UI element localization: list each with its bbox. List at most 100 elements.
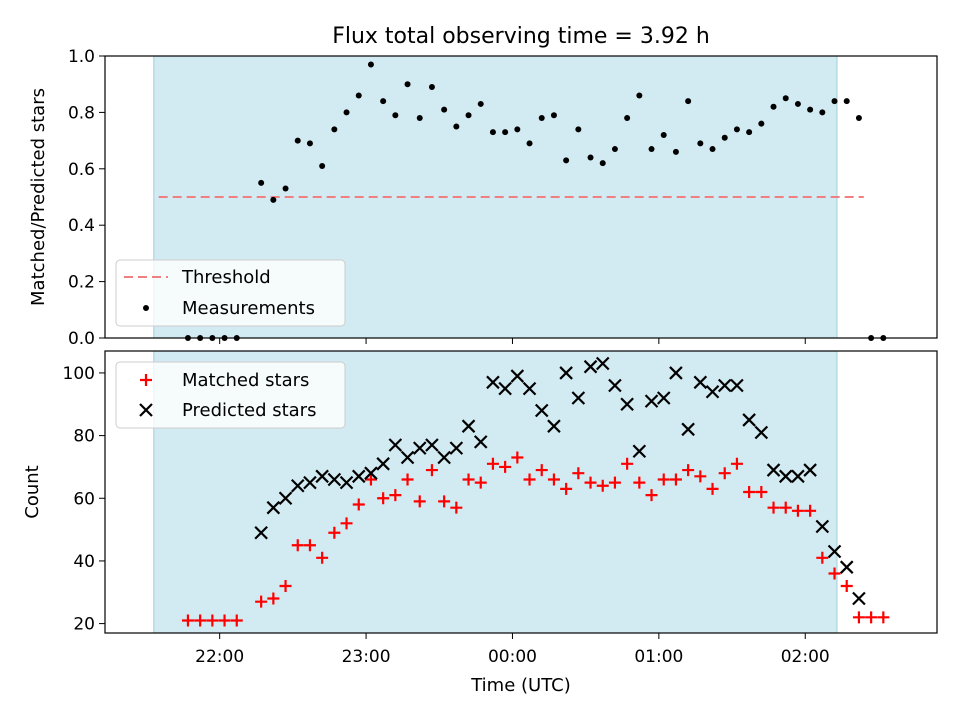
measurement-point	[538, 115, 545, 122]
measurement-point	[831, 98, 838, 105]
measurement-point	[428, 84, 435, 91]
matched-star-point	[767, 501, 780, 514]
matched-star-point	[633, 476, 646, 489]
measurement-point	[477, 100, 484, 107]
x-tick-label: 22:00	[195, 647, 244, 667]
matched-star-point	[572, 467, 585, 480]
x-tick-label: 00:00	[488, 647, 537, 667]
predicted-star-point	[559, 366, 573, 380]
y-axis-label: Count	[22, 465, 43, 518]
matched-star-point	[279, 580, 292, 592]
matched-star-point	[425, 464, 438, 477]
measurement-point	[697, 140, 704, 147]
matched-star-point	[328, 526, 341, 539]
matched-star-point	[499, 460, 512, 473]
matched-star-point	[474, 476, 487, 489]
predicted-star-point	[778, 469, 793, 484]
predicted-star-point	[839, 560, 854, 574]
legend-predicted-swatch	[139, 403, 153, 417]
y-tick-label: 1.0	[68, 47, 95, 67]
axes-frame	[104, 350, 938, 634]
matched-star-point	[584, 476, 597, 489]
y-tick-label: 100	[63, 364, 95, 384]
measurement-point	[733, 126, 740, 133]
matched-star-point	[645, 489, 658, 502]
matched-star-point	[608, 476, 621, 489]
measurement-point	[721, 134, 728, 141]
predicted-star-point	[742, 413, 756, 427]
measurement-point	[819, 109, 826, 116]
measurement-point	[709, 146, 716, 153]
predicted-star-point	[290, 478, 305, 493]
x-tick-label: 23:00	[342, 647, 391, 667]
axes-frame	[104, 55, 938, 339]
predicted-star-point	[412, 441, 427, 455]
measurement-point	[611, 146, 618, 153]
measurement-point	[648, 146, 655, 153]
predicted-star-point	[486, 375, 500, 390]
predicted-star-point	[766, 463, 781, 477]
y-axis-label: Matched/Predicted stars	[28, 88, 49, 306]
measurement-point	[624, 115, 631, 122]
predicted-star-point	[425, 438, 439, 452]
y-tick-label: 0.6	[68, 160, 95, 180]
measurement-point	[319, 162, 326, 169]
measurement-point	[258, 179, 265, 186]
predicted-star-point	[803, 463, 817, 477]
predicted-star-point	[644, 394, 659, 408]
predicted-star-point	[534, 403, 549, 418]
predicted-star-point	[815, 519, 830, 534]
matched-star-point	[682, 464, 695, 477]
matched-star-point	[218, 614, 231, 627]
panel-top: 0.0 0.2 0.4 0.6 0.8 1.0 Matched/Predicted star…	[28, 47, 938, 349]
predicted-star-point	[376, 457, 390, 471]
measurement-point	[685, 98, 692, 105]
matched-star-point	[194, 614, 207, 627]
measurement-point	[282, 185, 289, 192]
legend-measurement-label: Measurements	[182, 298, 315, 319]
y-tick-label: 0.8	[68, 103, 95, 123]
legend-matched-label: Matched stars	[182, 370, 309, 391]
matched-star-point	[804, 504, 817, 517]
matched-star-point	[450, 501, 463, 514]
legend-measurement-swatch	[143, 305, 149, 311]
matched-star-point	[791, 504, 804, 517]
predicted-star-point	[339, 475, 354, 490]
predicted-star-point	[693, 375, 708, 390]
measurement-point	[770, 103, 777, 110]
y-tick-label: 0.2	[68, 273, 95, 293]
matched-star-point	[364, 473, 377, 486]
matched-star-point	[877, 611, 890, 624]
y-tick-label: 0.0	[68, 329, 95, 349]
predicted-star-point	[388, 438, 403, 452]
matched-star-point	[535, 464, 548, 477]
y-tick-label: 20	[73, 615, 95, 635]
predicted-star-point	[632, 444, 647, 459]
matched-star-point	[865, 611, 878, 624]
legend-box	[115, 259, 346, 327]
matched-star-point	[181, 614, 194, 627]
predicted-star-point	[278, 491, 293, 506]
predicted-star-point	[266, 500, 281, 515]
matched-star-point	[523, 473, 536, 486]
measurement-point	[453, 123, 460, 130]
legend-top: Threshold Measurements	[115, 259, 346, 327]
measurement-point	[489, 129, 496, 136]
measurement-point	[465, 112, 472, 119]
legend-threshold-label: Threshold	[181, 267, 271, 288]
matched-star-point	[462, 473, 475, 486]
matched-star-point	[706, 482, 719, 495]
matched-star-point	[377, 492, 390, 505]
predicted-star-point	[608, 378, 622, 393]
measurement-point	[526, 140, 533, 147]
measurement-point	[367, 61, 374, 68]
x-axis-label: Time (UTC)	[470, 675, 571, 696]
measurement-point	[380, 98, 387, 105]
predicted-star-point	[730, 378, 744, 393]
predicted-star-point	[717, 378, 732, 393]
predicted-star-point	[547, 419, 561, 433]
matched-star-point	[718, 467, 731, 480]
y-tick-label: 0.4	[68, 216, 95, 236]
measurement-point	[416, 115, 423, 122]
